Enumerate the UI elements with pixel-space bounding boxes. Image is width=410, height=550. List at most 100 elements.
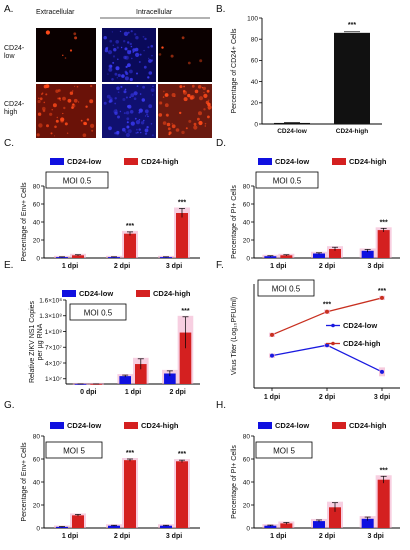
x-tick-label: CD24-low [277,128,308,135]
cell-speckle [162,121,167,125]
cell-speckle [111,78,114,81]
y-tick-label: 20 [33,502,41,509]
legend-label: CD24-high [349,421,387,430]
cell-speckle [161,46,164,49]
cell-speckle [78,101,80,103]
cell-speckle [60,119,64,123]
cell-speckle [129,110,134,114]
cell-speckle [150,44,154,48]
cell-speckle [125,96,128,99]
annotation-box [255,171,319,189]
micrograph-tile [36,28,96,82]
cell-speckle [45,30,51,35]
legend-marker [331,341,335,346]
panel-letter: B. [216,4,225,15]
cell-speckle [127,31,130,34]
cell-speckle [125,111,130,115]
data-point [325,309,329,314]
cell-speckle [129,96,131,98]
cell-speckle [117,58,119,61]
y-tick-label: 100 [247,15,258,22]
x-tick-label: 1 dpi [270,533,286,540]
cell-speckle [182,89,186,93]
cell-speckle [162,96,165,98]
cell-speckle [116,86,120,91]
cell-speckle [125,132,130,138]
cell-speckle [104,48,109,53]
cell-speckle [59,99,61,101]
cell-speckle [165,113,169,117]
cell-speckle [139,93,142,95]
cell-speckle [126,125,130,129]
legend-label: CD24-low [67,157,101,166]
y-tick-label: 40 [33,479,41,486]
cell-speckle [198,96,204,101]
cell-speckle [53,135,56,137]
x-tick-label: 2 dpi [169,389,185,396]
y-tick-label: 0 [254,121,258,128]
cell-speckle [127,41,130,44]
cell-speckle [140,131,142,134]
significance-marker: *** [178,451,186,458]
cell-speckle [114,102,117,105]
cell-speckle [109,64,113,68]
cell-speckle [62,54,64,56]
x-tick-label: 1 dpi [62,263,78,270]
cell-speckle [116,77,118,79]
annotation-box [69,303,127,321]
y-tick-label: 20 [243,502,251,509]
legend-label: CD24-low [79,289,113,298]
cell-speckle [67,98,72,103]
bar [56,526,68,528]
y-tick-label: 0 [36,525,40,532]
cell-speckle [62,112,64,115]
cell-speckle [143,65,147,69]
panel-letter: D. [216,138,226,149]
cell-speckle [132,51,134,53]
cell-speckle [129,42,132,46]
cell-speckle [133,91,138,96]
cell-speckle [160,102,162,104]
cell-speckle [106,94,111,99]
cell-speckle [71,106,74,109]
cell-speckle [121,74,125,78]
cell-speckle [141,98,145,102]
legend-marker [331,323,335,328]
cell-speckle [151,55,153,57]
panel-letter: F. [216,260,224,271]
bar [313,521,325,528]
y-tick-label: 1×10⁸ [45,329,63,336]
cell-speckle [144,128,149,133]
cell-speckle [204,125,206,127]
x-tick-label: 3 dpi [367,263,383,270]
y-tick-label: 60 [33,201,41,208]
cell-speckle [158,113,163,117]
cell-speckle [39,97,43,101]
y-tick-label: 1.6×10⁸ [39,297,62,304]
cell-speckle [69,49,73,52]
cell-speckle [167,127,171,131]
bar [108,257,120,258]
cell-speckle [120,46,123,49]
bar [329,507,341,528]
panel-letter: G. [4,400,15,411]
panel-letter: H. [216,400,226,411]
cell-speckle [130,93,135,98]
intracellular-label: Intracellular [136,9,173,16]
panel-letter: C. [4,138,14,149]
cell-speckle [138,128,141,131]
annotation-label: MOI 0.5 [272,285,301,294]
cell-speckle [125,65,128,68]
x-tick-label: 1 dpi [62,533,78,540]
cell-speckle [138,112,140,114]
y-tick-label: 1.3×10⁸ [39,313,62,320]
cell-speckle [126,117,130,121]
cell-speckle [38,97,40,100]
cell-speckle [108,67,113,72]
cell-speckle [117,91,120,93]
cell-speckle [135,52,140,58]
cell-speckle [144,37,147,41]
chart-panel-f: Virus Titer (Log₁₀PFU/ml) MOI 0.5 1 dpi 2 d… [231,279,400,401]
y-tick-label: 60 [243,201,251,208]
